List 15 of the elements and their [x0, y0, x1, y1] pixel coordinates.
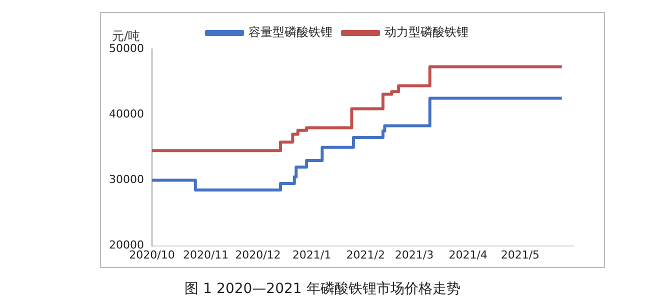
caption: 图 1 2020—2021 年磷酸铁锂市场价格走势 — [184, 280, 462, 298]
x-tick-label: 2020/11 — [182, 248, 229, 262]
legend-label: 动力型磷酸铁锂 — [384, 25, 468, 40]
y-tick-label: 50000 — [108, 42, 144, 55]
x-tick-label: 2021/3 — [394, 248, 434, 262]
x-tick-label: 2021/1 — [292, 248, 332, 262]
x-tick-label: 2021/4 — [448, 248, 488, 262]
y-axis-title: 元/吨 — [112, 28, 140, 44]
y-tick-label: 30000 — [108, 173, 144, 186]
x-tick-label: 2020/10 — [129, 248, 175, 262]
x-tick-label: 2021/5 — [500, 248, 540, 262]
x-tick-label: 2021/2 — [346, 248, 385, 262]
x-tick-label: 2020/12 — [235, 248, 281, 262]
legend-label: 容量型磷酸铁锂 — [248, 25, 332, 40]
y-tick-label: 40000 — [108, 107, 144, 120]
